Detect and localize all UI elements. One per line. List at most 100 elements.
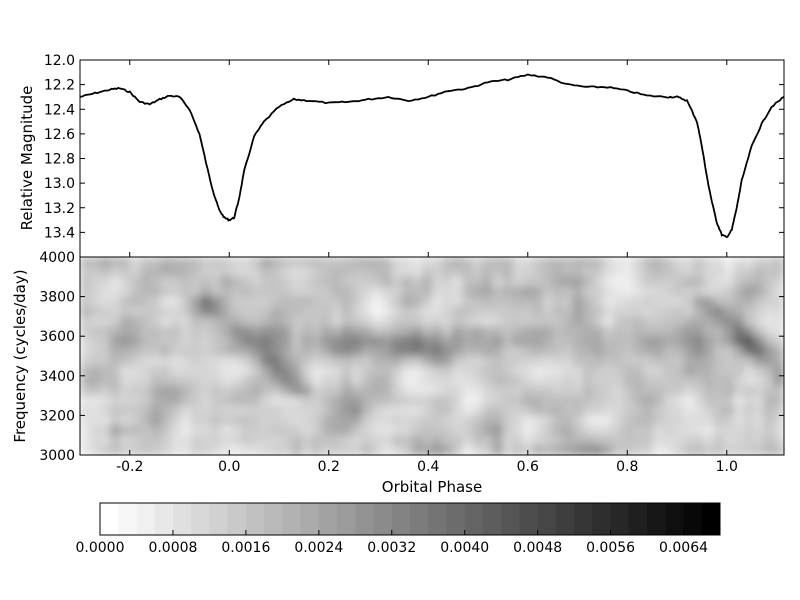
heatmap-cell — [572, 385, 584, 397]
heatmap-cell — [572, 356, 584, 367]
heatmap-cell — [613, 385, 624, 397]
heatmap-cell — [673, 445, 685, 455]
heatmap-cell — [120, 425, 131, 436]
heatmap-cell — [492, 316, 503, 327]
heatmap-cell — [411, 346, 423, 357]
heatmap-cell — [592, 365, 604, 377]
heatmap-cell — [291, 306, 302, 317]
heatmap-cell — [80, 415, 91, 426]
light-curve-plot-area — [80, 60, 784, 257]
heatmap-cell — [271, 257, 282, 268]
heatmap-cell — [502, 286, 514, 298]
heatmap-cell — [80, 306, 91, 317]
heatmap-cell — [140, 356, 151, 367]
heatmap-cell — [502, 336, 514, 347]
heatmap-cell — [180, 425, 192, 436]
heatmap-cell — [462, 316, 473, 327]
heatmap-cell — [80, 286, 91, 298]
heatmap-cell — [613, 405, 624, 416]
heatmap-cell — [733, 257, 745, 268]
heatmap-cell — [683, 336, 695, 347]
heatmap-cell — [582, 336, 594, 347]
heatmap-cell — [532, 415, 544, 426]
heatmap-cell — [673, 276, 685, 288]
heatmap-cell — [763, 346, 775, 357]
heatmap-cell — [100, 375, 111, 387]
heatmap-cell — [482, 435, 493, 446]
heatmap-cell — [613, 435, 624, 446]
heatmap-cell — [592, 346, 604, 357]
heatmap-cell — [100, 286, 111, 298]
heatmap-cell — [683, 286, 695, 298]
heatmap-cell — [321, 425, 333, 436]
heatmap-cell — [291, 365, 302, 377]
heatmap-cell — [351, 405, 363, 416]
heatmap-cell — [572, 257, 584, 268]
heatmap-cell — [492, 385, 503, 397]
heatmap-cell — [301, 356, 312, 367]
heatmap-cell — [492, 306, 503, 317]
heatmap-cell — [552, 425, 564, 436]
heatmap-cell — [502, 306, 514, 317]
heatmap-cell — [200, 356, 212, 367]
heatmap-cell — [401, 395, 413, 407]
heatmap-cell — [200, 276, 212, 288]
heatmap-cell — [160, 316, 172, 327]
heatmap-cell — [90, 375, 101, 387]
heatmap-cell — [773, 257, 784, 268]
heatmap-cell — [160, 365, 172, 377]
heatmap-cell — [170, 266, 182, 278]
colorbar-step — [482, 503, 502, 535]
heatmap-cell — [220, 286, 232, 298]
heatmap-cell — [130, 405, 141, 416]
heatmap-cell — [713, 296, 725, 308]
heatmap-cell — [391, 326, 403, 337]
heatmap-cell — [623, 435, 634, 446]
heatmap-cell — [381, 306, 393, 317]
heatmap-cell — [743, 356, 755, 367]
heatmap-cell — [371, 365, 383, 377]
heatmap-cell — [502, 276, 514, 288]
heatmap-cell — [552, 415, 564, 426]
heatmap-cell — [160, 336, 172, 347]
heatmap-cell — [703, 415, 715, 426]
colorbar-step — [701, 503, 721, 535]
heatmap-cell — [623, 346, 634, 357]
heatmap-cell — [643, 425, 654, 436]
heatmap-cell — [351, 425, 363, 436]
heatmap-cell — [492, 257, 503, 268]
heatmap-cell — [110, 306, 121, 317]
heatmap-cell — [723, 306, 735, 317]
heatmap-cell — [240, 425, 252, 436]
heatmap-cell — [311, 425, 322, 436]
heatmap-cell — [250, 316, 262, 327]
heatmap-cell — [482, 266, 493, 278]
heatmap-cell — [623, 336, 634, 347]
heatmap-cell — [281, 257, 292, 268]
heatmap-cell — [120, 296, 131, 308]
colorbar-step — [136, 503, 156, 535]
heatmap-cell — [663, 395, 674, 407]
light-curve-ytick-label: 12.8 — [44, 152, 75, 168]
heatmap-cell — [100, 356, 111, 367]
heatmap-cell — [643, 286, 654, 298]
heatmap-cell — [532, 257, 544, 268]
heatmap-cell — [472, 286, 483, 298]
heatmap-cell — [220, 415, 232, 426]
heatmap-cell — [291, 336, 302, 347]
heatmap-cell — [723, 405, 735, 416]
heatmap-cell — [432, 435, 443, 446]
heatmap-cell — [240, 257, 252, 268]
heatmap-cell — [602, 346, 614, 357]
heatmap-cell — [562, 346, 574, 357]
heatmap-cell — [341, 445, 353, 455]
heatmap-cell — [351, 435, 363, 446]
heatmap-cell — [633, 435, 644, 446]
heatmap-cell — [602, 445, 614, 455]
heatmap-cell — [140, 266, 151, 278]
heatmap-cell — [522, 405, 534, 416]
heatmap-cell — [130, 346, 141, 357]
heatmap-cell — [90, 257, 101, 268]
heatmap-cell — [291, 266, 302, 278]
heatmap-cell — [180, 356, 192, 367]
